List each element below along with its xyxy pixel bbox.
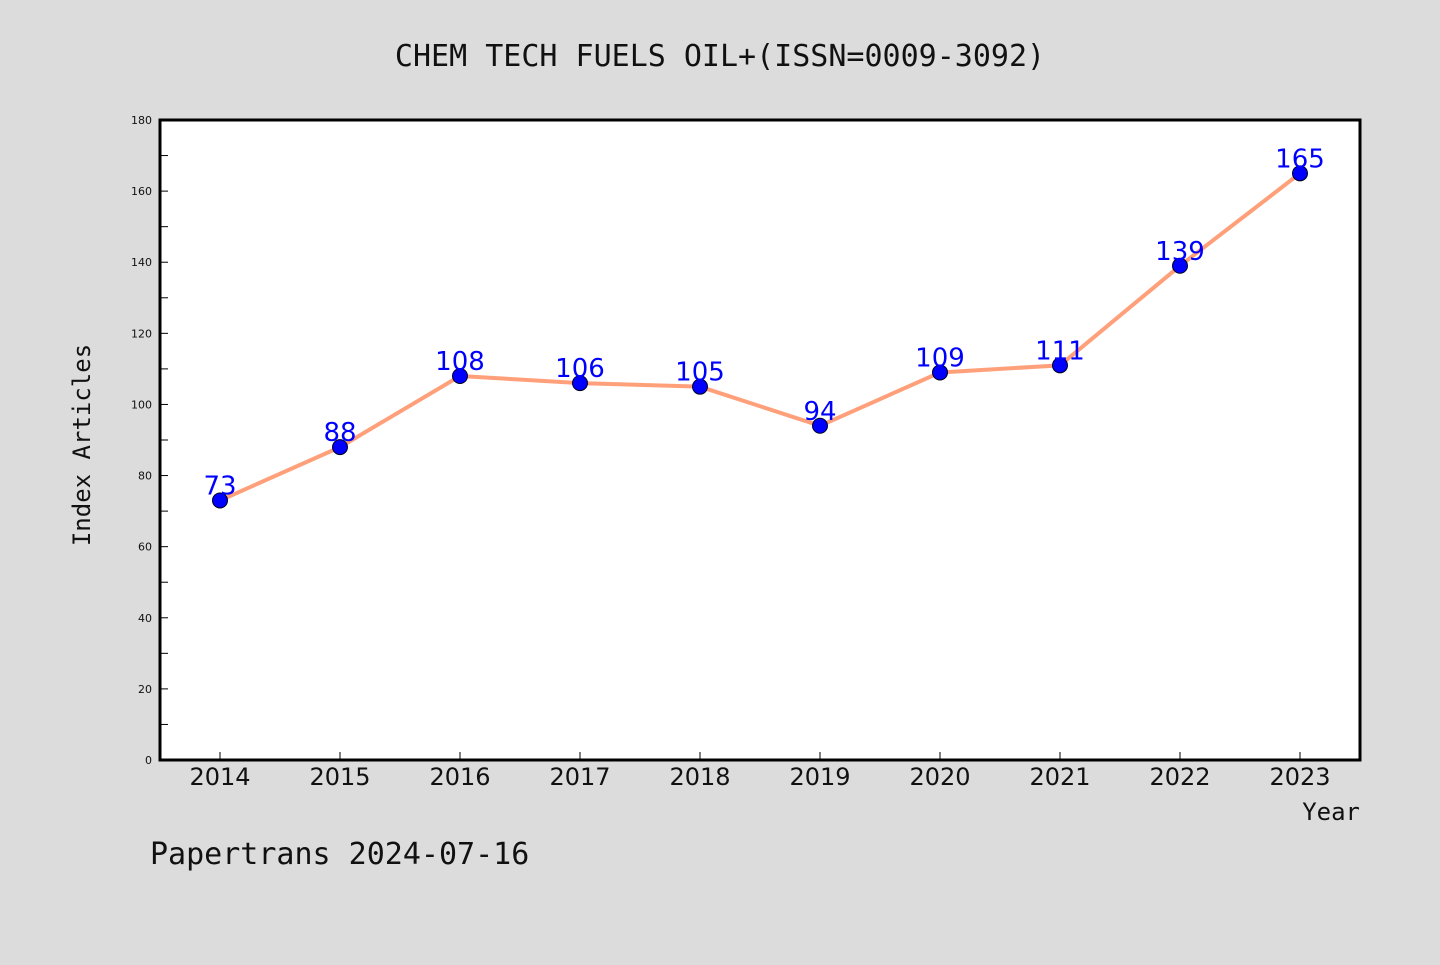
plot-area [158, 118, 1362, 762]
data-point [212, 492, 228, 509]
x-tick-label: 2022 [1149, 763, 1210, 791]
x-tick-label: 2018 [669, 763, 730, 791]
y-tick-label: 160 [131, 185, 152, 198]
y-tick-label: 100 [131, 398, 152, 411]
y-tick-label: 0 [145, 754, 152, 767]
data-point [452, 368, 468, 384]
footer-watermark: Papertrans 2024-07-16 [150, 837, 529, 872]
chart-title: CHEM TECH FUELS OIL+(ISSN=0009-3092) [395, 39, 1045, 74]
data-label: 73 [203, 471, 236, 501]
data-point [1172, 257, 1188, 274]
data-label: 165 [1275, 144, 1325, 174]
x-axis: 2014 2015 2016 2017 2018 2019 2020 2021 2022 2023 [189, 752, 1331, 791]
data-label: 109 [915, 343, 965, 373]
y-tick-label: 20 [138, 683, 152, 696]
series-layer: 73 88 108 106 105 94 109 111 139 165 [203, 144, 1325, 509]
x-tick-label: 2023 [1269, 763, 1330, 791]
data-label: 111 [1035, 336, 1085, 366]
x-axis-label: Year [1302, 798, 1360, 826]
y-tick-label: 60 [138, 541, 152, 554]
x-tick-label: 2020 [909, 763, 970, 791]
data-point [332, 439, 348, 456]
data-point [932, 364, 948, 381]
data-label: 106 [555, 354, 605, 384]
series-line [218, 171, 1302, 503]
y-tick-label: 40 [138, 612, 152, 625]
x-tick-label: 2015 [309, 763, 370, 791]
x-tick-label: 2017 [549, 763, 610, 791]
x-tick-label: 2021 [1029, 763, 1090, 791]
y-tick-label: 120 [131, 327, 152, 340]
data-label: 139 [1155, 237, 1205, 267]
data-label: 108 [435, 347, 485, 377]
y-tick-label: 80 [138, 470, 152, 483]
data-label: 105 [675, 358, 725, 388]
y-axis: 0 20 40 60 80 100 120 140 160 180 [131, 114, 168, 767]
data-label: 88 [323, 418, 356, 448]
data-point [572, 375, 588, 392]
y-tick-label: 180 [131, 114, 152, 127]
y-tick-label: 140 [131, 256, 152, 269]
x-tick-label: 2016 [429, 763, 490, 791]
data-point [812, 417, 828, 434]
data-point [692, 378, 708, 395]
x-tick-label: 2014 [189, 763, 250, 791]
data-point [1052, 357, 1068, 374]
data-label: 94 [803, 397, 836, 427]
y-axis-label: Index Articles [68, 344, 96, 546]
data-point [1292, 165, 1308, 182]
x-tick-label: 2019 [789, 763, 850, 791]
